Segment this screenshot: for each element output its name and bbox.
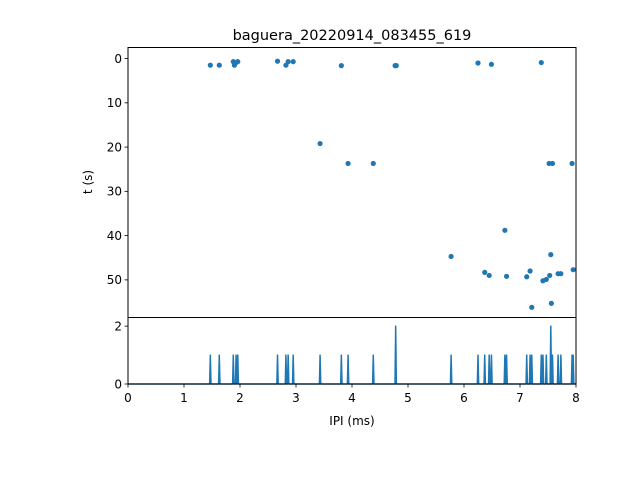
scatter-point (543, 276, 549, 283)
scatter-point (529, 304, 535, 310)
scatter-point (548, 252, 554, 258)
chart-title: baguera_20220914_083455_619 (233, 28, 472, 44)
histogram-x-axis-label: IPI (ms) (329, 414, 374, 428)
histogram-x-tick-label: 8 (572, 391, 580, 405)
scatter-y-tick-label: 20 (107, 140, 122, 154)
scatter-point (448, 253, 454, 260)
scatter-point (569, 160, 575, 167)
scatter-point (527, 268, 533, 274)
scatter-point (482, 269, 488, 275)
scatter-point (285, 59, 291, 65)
scatter-point (216, 62, 222, 68)
scatter-point (502, 227, 508, 233)
histogram-y-tick-label: 0 (114, 377, 122, 391)
scatter-y-axis-label: t (s) (81, 170, 95, 194)
scatter-y-tick-label: 50 (107, 273, 122, 287)
scatter-point (290, 59, 296, 65)
scatter-y-tick-label: 0 (114, 52, 122, 66)
scatter-point (548, 300, 554, 306)
scatter-point (558, 271, 564, 277)
scatter-point (370, 160, 376, 167)
scatter-point (317, 140, 323, 147)
scatter-y-tick-label: 30 (107, 185, 122, 199)
histogram-x-tick-label: 6 (460, 391, 468, 405)
histogram-x-axis-ticks: 0 1 2 3 4 5 6 7 8 (124, 384, 580, 405)
histogram-x-tick-label: 0 (124, 391, 132, 405)
histogram-x-tick-label: 5 (404, 391, 412, 405)
histogram-x-tick-label: 3 (292, 391, 300, 405)
histogram-x-tick-label: 7 (516, 391, 524, 405)
scatter-point (486, 272, 492, 279)
scatter-point (547, 272, 553, 279)
scatter-y-axis-ticks: 0 10 20 30 40 50 (107, 52, 128, 287)
histogram-x-tick-label: 2 (236, 391, 244, 405)
scatter-point (488, 61, 495, 67)
scatter-point (538, 59, 544, 66)
scatter-point (345, 160, 351, 167)
histogram-x-tick-label: 1 (180, 391, 188, 405)
scatter-point (570, 267, 576, 273)
scatter-point (524, 274, 530, 280)
scatter-point (338, 63, 344, 69)
scatter-point (475, 60, 481, 66)
histogram-y-axis-ticks: 02 (114, 319, 128, 391)
scatter-point (207, 62, 213, 68)
scatter-point (549, 160, 556, 167)
histogram-plot-frame (127, 317, 577, 385)
scatter-y-tick-label: 40 (107, 229, 122, 243)
scatter-point (235, 59, 241, 65)
histogram-y-tick-label: 2 (114, 319, 122, 333)
histogram-x-tick-label: 4 (348, 391, 356, 405)
scatter-points (207, 58, 576, 310)
scatter-point (393, 63, 399, 69)
scatter-y-tick-label: 10 (107, 96, 122, 110)
scatter-point (503, 273, 510, 279)
scatter-point (274, 58, 281, 64)
histogram-line (128, 325, 576, 385)
